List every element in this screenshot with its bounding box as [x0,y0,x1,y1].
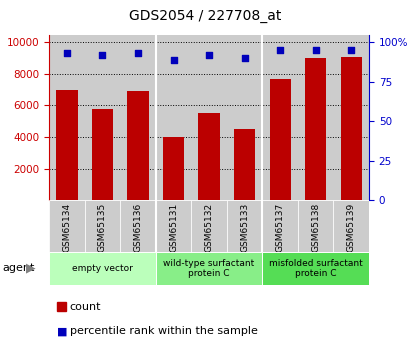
Bar [269,79,290,200]
Bar [234,129,255,200]
Text: GSM65132: GSM65132 [204,203,213,252]
Bar [49,200,85,252]
Bar [127,91,148,200]
Text: agent: agent [2,263,34,273]
Bar [333,200,368,252]
Point [347,48,354,53]
Bar [262,252,368,285]
Text: GSM65139: GSM65139 [346,203,355,252]
Point [312,48,318,53]
Bar [340,57,361,200]
Bar [226,200,262,252]
Text: GSM65136: GSM65136 [133,203,142,252]
Bar [49,252,155,285]
Text: GDS2054 / 227708_at: GDS2054 / 227708_at [128,9,281,22]
Bar [92,109,113,200]
Bar [198,114,219,200]
Text: ▶: ▶ [26,262,36,275]
Bar [297,200,333,252]
Point [99,52,106,58]
Text: percentile rank within the sample: percentile rank within the sample [70,326,257,336]
Point [276,48,283,53]
Text: GSM65135: GSM65135 [98,203,107,252]
Text: GSM65131: GSM65131 [169,203,178,252]
Text: misfolded surfactant
protein C: misfolded surfactant protein C [268,258,362,278]
Text: GSM65137: GSM65137 [275,203,284,252]
Point [170,57,176,62]
Text: GSM65133: GSM65133 [240,203,249,252]
Text: count: count [70,302,101,312]
Point [135,51,141,56]
Bar [191,200,226,252]
Point [63,51,70,56]
Text: GSM65134: GSM65134 [62,203,71,252]
Text: ■: ■ [56,326,67,336]
Bar [162,137,184,200]
Text: GSM65138: GSM65138 [310,203,319,252]
Bar [155,252,262,285]
Bar [85,200,120,252]
Point [241,56,247,61]
Text: wild-type surfactant
protein C: wild-type surfactant protein C [163,258,254,278]
Bar [304,58,326,200]
Bar [155,200,191,252]
Bar [56,90,77,200]
Text: empty vector: empty vector [72,264,133,273]
Bar [262,200,297,252]
Bar [120,200,155,252]
Point [205,52,212,58]
